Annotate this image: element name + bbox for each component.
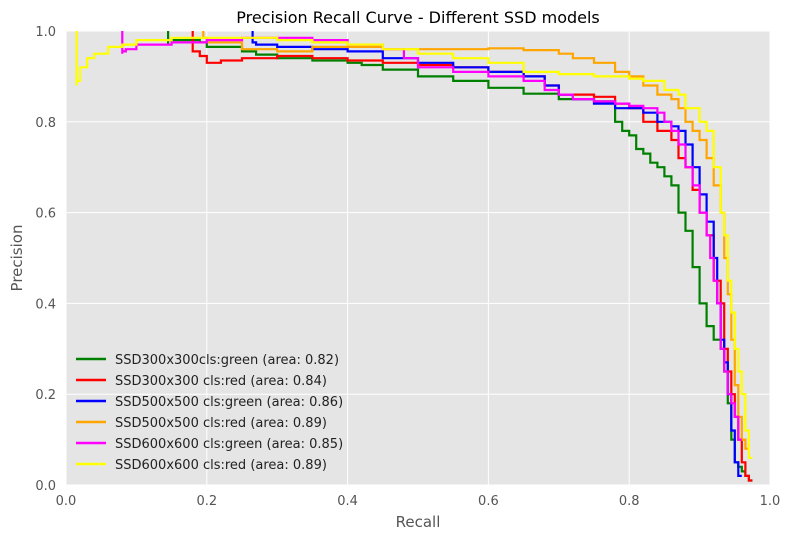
- chart-title: Precision Recall Curve - Different SSD m…: [236, 8, 600, 27]
- plot-background: [66, 31, 770, 485]
- tick-labels: 0.0 0.2 0.4 0.6 0.8 1.0 0.0 0.2 0.4 0.6 0.8 1.0: [35, 25, 780, 509]
- y-axis-label: Precision: [8, 225, 26, 292]
- legend-entry: SSD500x500 cls:red (area: 0.89): [115, 416, 327, 431]
- legend-entry: SSD600x600 cls:red (area: 0.89): [115, 458, 327, 473]
- y-tick-label: 0.2: [35, 388, 56, 403]
- x-tick-label: 0.6: [478, 494, 499, 509]
- legend-entry: SSD500x500 cls:green (area: 0.86): [115, 395, 343, 410]
- y-tick-label: 0.4: [35, 297, 56, 312]
- legend-entry: SSD300x300 cls:red (area: 0.84): [115, 374, 327, 389]
- y-tick-label: 0.8: [35, 116, 56, 131]
- x-tick-label: 0.8: [619, 494, 640, 509]
- x-tick-label: 0.0: [56, 494, 77, 509]
- x-tick-label: 0.2: [196, 494, 217, 509]
- legend-entry: SSD300x300cls:green (area: 0.82): [115, 353, 339, 368]
- x-tick-label: 1.0: [760, 494, 781, 509]
- legend-entry: SSD600x600 cls:green (area: 0.85): [115, 437, 343, 452]
- series-layer: [75, 31, 753, 482]
- y-tick-label: 0.6: [35, 207, 56, 222]
- series-line-3: [202, 31, 749, 450]
- series-line-5: [75, 31, 753, 459]
- y-tick-label: 0.0: [35, 479, 56, 494]
- x-tick-label: 0.4: [337, 494, 358, 509]
- x-axis-label: Recall: [396, 513, 441, 531]
- y-tick-label: 1.0: [35, 25, 56, 40]
- legend: SSD300x300cls:green (area: 0.82) SSD300x3…: [76, 353, 343, 473]
